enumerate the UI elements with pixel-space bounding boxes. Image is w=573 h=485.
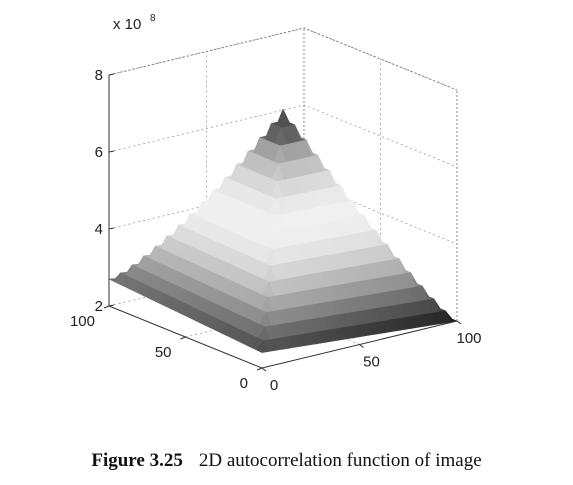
y-tick-mark bbox=[103, 305, 110, 309]
x-tick-label: 100 bbox=[456, 330, 481, 347]
z-tick-mark bbox=[108, 73, 115, 76]
z-tick-label: 6 bbox=[95, 144, 103, 161]
grid-line bbox=[108, 27, 458, 91]
z-tick-label: 4 bbox=[95, 221, 103, 238]
z-tick-label: 2 bbox=[95, 298, 103, 315]
x-tick-mark bbox=[359, 344, 364, 348]
x-tick-label: 50 bbox=[363, 354, 380, 371]
y-tick-label: 50 bbox=[155, 344, 172, 361]
y-tick-label: 100 bbox=[70, 313, 95, 330]
axes bbox=[103, 73, 462, 372]
z-multiplier-label: x 10 bbox=[113, 16, 141, 33]
caption-text: 2D autocorrelation function of image bbox=[198, 450, 482, 471]
z-tick-label: 8 bbox=[95, 67, 103, 84]
z-multiplier-exponent: 8 bbox=[150, 13, 156, 24]
y-tick-label: 0 bbox=[240, 375, 248, 392]
caption-number: Figure 3.25 bbox=[91, 450, 183, 471]
x-tick-label: 0 bbox=[270, 377, 278, 394]
y-tick-mark bbox=[256, 367, 263, 371]
surface bbox=[107, 108, 459, 353]
figure-caption: Figure 3.25 2D autocorrelation function o… bbox=[0, 450, 573, 472]
x-tick-mark bbox=[261, 367, 267, 372]
surface-patch bbox=[256, 340, 269, 353]
z-tick-mark bbox=[108, 304, 115, 307]
z-tick-mark bbox=[108, 227, 115, 230]
x-tick-mark bbox=[456, 320, 462, 325]
axes-grid bbox=[108, 27, 458, 345]
z-tick-mark bbox=[108, 150, 115, 153]
box-edge bbox=[108, 27, 458, 91]
y-tick-mark bbox=[180, 336, 186, 340]
